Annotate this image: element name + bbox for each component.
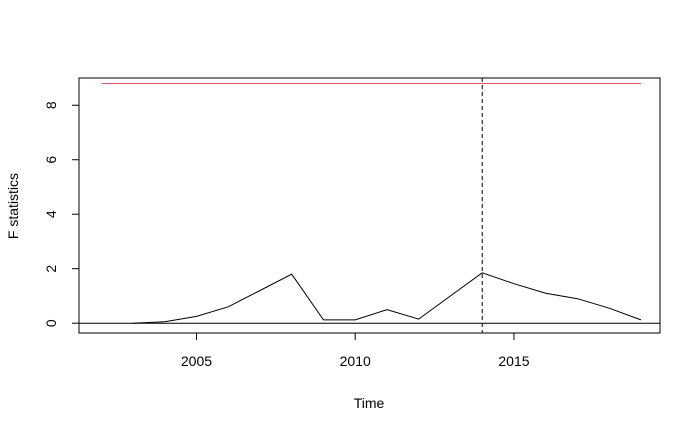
y-tick-label-4: 4 (43, 210, 59, 218)
y-tick-label-2: 2 (43, 265, 59, 273)
plot-frame (78, 77, 661, 334)
y-tick-label-6: 6 (43, 156, 59, 164)
y-tick-label-8: 8 (43, 101, 59, 109)
chart-marks: 2005 2010 2015 0 2 4 6 8 (43, 78, 660, 369)
x-axis-label: Time (354, 395, 385, 411)
y-tick-label-0: 0 (43, 319, 59, 327)
x-tick-label-2005: 2005 (181, 353, 212, 369)
y-axis-label: F statistics (5, 173, 21, 239)
f-statistics-line (132, 272, 642, 324)
x-tick-label-2015: 2015 (498, 353, 529, 369)
x-tick-label-2010: 2010 (340, 353, 371, 369)
